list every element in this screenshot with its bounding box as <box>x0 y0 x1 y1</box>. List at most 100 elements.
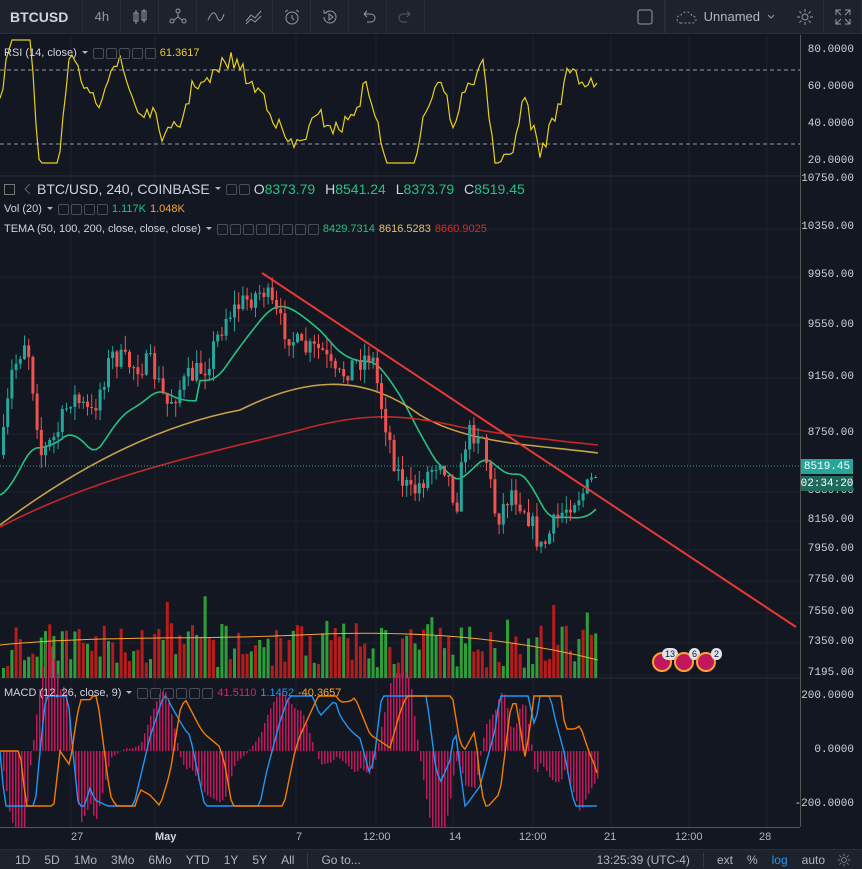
main-series-controls[interactable] <box>225 183 250 195</box>
settings-button[interactable] <box>786 0 824 34</box>
chart-style-button[interactable] <box>121 0 160 34</box>
tema-controls[interactable] <box>216 223 319 235</box>
macd-histogram-bar <box>297 709 299 751</box>
macd-histogram-bar <box>357 751 359 772</box>
chevron-down-icon[interactable] <box>205 225 213 233</box>
macd-histogram-bar <box>486 724 488 751</box>
rsi-controls[interactable] <box>92 47 156 59</box>
volume-bar <box>354 623 358 678</box>
chevron-down-icon[interactable] <box>214 185 222 193</box>
replay-icon <box>323 9 337 23</box>
candle-body <box>65 408 68 410</box>
candle-body <box>81 401 85 403</box>
macd-histogram-bar <box>426 751 428 799</box>
event-flag-us[interactable]: 13 <box>652 648 678 672</box>
candle-body <box>228 317 232 319</box>
alert-button[interactable] <box>273 0 312 34</box>
goto-button[interactable]: Go to... <box>321 852 361 867</box>
interval-button[interactable]: 4h <box>83 0 122 34</box>
macd-histogram-bar <box>378 742 380 751</box>
macd-histogram-bar <box>210 751 212 798</box>
compare-button[interactable] <box>159 0 198 34</box>
time-axis-label: 12:00 <box>675 831 703 843</box>
candle-body <box>317 343 320 349</box>
volume-bar <box>18 639 22 678</box>
range-5y-button[interactable]: 5Y <box>252 852 268 867</box>
range-6mo-button[interactable]: 6Mo <box>148 852 172 867</box>
collapse-icon[interactable] <box>4 183 15 195</box>
volume-bar <box>182 643 186 678</box>
range-1mo-button[interactable]: 1Mo <box>73 852 98 867</box>
rsi-name[interactable]: RSI (14, close) <box>4 47 77 59</box>
gear-icon[interactable] <box>836 852 852 868</box>
macd-controls[interactable] <box>137 687 214 699</box>
macd-histogram-bar <box>351 751 353 770</box>
undo-icon <box>363 10 376 22</box>
range-5d-button[interactable]: 5D <box>44 852 60 867</box>
range-3mo-button[interactable]: 3Mo <box>111 852 135 867</box>
chevron-down-icon[interactable] <box>81 49 89 57</box>
volume-name[interactable]: Vol (20) <box>4 203 42 215</box>
macd-name[interactable]: MACD (12, 26, close, 9) <box>4 687 122 699</box>
candle-body <box>275 299 278 309</box>
macd-histogram-bar <box>294 708 296 751</box>
macd-histogram-bar <box>144 733 146 751</box>
chevron-down-icon[interactable] <box>125 689 133 697</box>
candle-body <box>514 490 518 505</box>
chevron-left-icon[interactable] <box>23 183 33 195</box>
replay-button[interactable] <box>311 0 350 34</box>
candle-body <box>594 477 598 479</box>
chevron-down-icon[interactable] <box>46 205 54 213</box>
macd-histogram-bar <box>396 673 398 751</box>
macd-histogram-bar <box>384 712 386 751</box>
macd-histogram-bar <box>57 673 59 751</box>
range-1d-button[interactable]: 1D <box>15 852 31 867</box>
range-ytd-button[interactable]: YTD <box>185 852 210 867</box>
auto-scale-toggle[interactable]: auto <box>801 852 825 867</box>
volume-bar <box>119 628 123 678</box>
rsi-axis-label: 20.0000 <box>807 155 854 167</box>
candle-body <box>522 511 526 513</box>
symbol-search-button[interactable]: BTCUSD <box>0 0 84 34</box>
chart-canvas[interactable] <box>0 35 800 827</box>
candle-body <box>31 357 35 394</box>
redo-button[interactable] <box>387 0 426 34</box>
macd-histogram-bar <box>438 751 440 827</box>
indicators-button[interactable] <box>197 0 236 34</box>
time-axis[interactable]: 27 May 7 12:00 14 12:00 21 12:00 28 <box>0 827 800 847</box>
volume-bar <box>207 637 211 678</box>
macd-histogram-bar <box>30 751 32 766</box>
undo-button[interactable] <box>349 0 388 34</box>
gear-icon <box>796 8 813 25</box>
macd-histogram-bar <box>126 748 128 751</box>
layout-name-dropdown[interactable]: Unnamed <box>664 0 786 34</box>
macd-histogram-bar <box>387 697 389 751</box>
ext-hours-toggle[interactable]: ext <box>716 852 733 867</box>
percent-scale-toggle[interactable]: % <box>746 852 758 867</box>
candle-body <box>178 389 182 404</box>
log-scale-toggle[interactable]: log <box>771 852 788 867</box>
templates-button[interactable] <box>235 0 274 34</box>
candle-body <box>527 512 530 527</box>
volume-bar <box>426 624 430 678</box>
price-axis[interactable]: 80.0000 60.0000 40.0000 20.0000 10750.00… <box>795 35 862 827</box>
range-all-button[interactable]: All <box>281 852 295 867</box>
clock-label[interactable]: 13:25:39 (UTC-4) <box>596 852 690 867</box>
tema-name[interactable]: TEMA (50, 100, 200, close, close, close) <box>4 223 201 235</box>
maximize-button[interactable] <box>824 0 862 34</box>
range-1y-button[interactable]: 1Y <box>223 852 239 867</box>
event-flag-us[interactable]: 2 <box>696 648 722 672</box>
fullscreen-toggle-button[interactable] <box>627 0 665 34</box>
candle-body <box>363 355 367 370</box>
price-axis-label: 10350.00 <box>801 221 854 233</box>
trendline[interactable] <box>261 272 797 628</box>
volume-controls[interactable] <box>57 203 108 215</box>
candle-body <box>556 514 560 518</box>
macd-histogram-bar <box>153 708 155 751</box>
candle-body <box>157 378 161 380</box>
main-series-name[interactable]: BTC/USD, 240, COINBASE <box>37 181 210 197</box>
candle-body <box>77 394 81 403</box>
candle-body <box>590 477 593 480</box>
macd-histogram-bar <box>414 716 416 751</box>
event-flag-us[interactable]: 6 <box>674 648 700 672</box>
